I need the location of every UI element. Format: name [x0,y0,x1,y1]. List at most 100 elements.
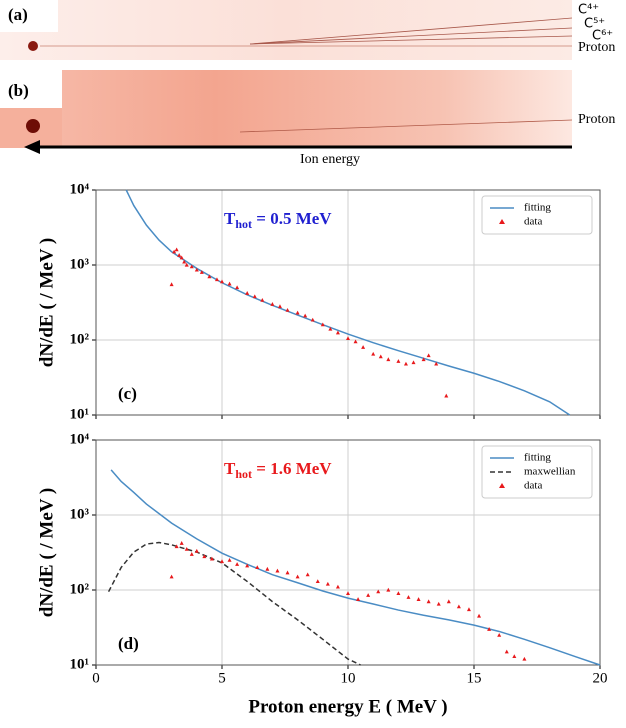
data-point [270,302,275,306]
panel-label: (a) [8,5,28,24]
data-point [396,359,401,363]
data-point [169,282,174,287]
legend-label: data [524,480,542,492]
data-point [335,330,340,335]
legend-box [481,195,593,235]
y-axis-label: dN/dE ( / MeV ) [36,488,57,617]
data-point [252,294,257,299]
x-axis-label: Proton energy E ( MeV ) [248,696,447,717]
data-point [179,541,184,545]
data-point [179,255,184,260]
data-point [376,589,381,594]
y-tick-label: 10⁴ [70,181,90,197]
data-point [403,361,408,366]
data-point [305,572,310,577]
data-point [169,574,174,579]
data-point [411,360,416,365]
data-point [194,267,199,272]
plot-frame [95,439,601,666]
data-point [260,297,265,302]
data-point [466,607,471,612]
data-point [189,264,194,269]
data-point [386,357,391,362]
legend-label: fitting [524,202,551,214]
data-point [277,304,282,309]
data-point [182,259,187,264]
trace [249,17,573,45]
data-point [320,322,325,327]
proton-label: Proton [578,40,615,55]
data-point [504,649,509,654]
spot [26,119,40,133]
data-point [421,357,426,362]
y-tick-label: 10³ [70,256,90,272]
data-point [366,593,371,597]
data-point [426,353,431,358]
data-point [487,627,492,631]
data-point [512,654,517,659]
legend-label: maxwellian [524,466,576,478]
y-tick-label: 10³ [70,506,90,522]
ion-label: C⁴⁺ [578,3,599,18]
data-point [295,574,300,579]
data-point [477,613,482,618]
data-point [310,317,315,322]
data-point [199,270,204,274]
y-tick-label: 10² [70,331,90,347]
data-point [174,247,179,252]
data-point [456,604,461,609]
data-point [220,559,224,564]
spot [28,41,38,51]
proton-label: Proton [578,112,615,127]
data-point [335,584,340,589]
data-point [235,562,240,566]
arrow-label: Ion energy [300,152,360,167]
data-point [325,581,330,586]
data-point [207,274,212,279]
x-tick-label: 10 [341,670,356,686]
data-point [444,393,449,398]
data-point [220,279,224,284]
x-tick-label: 20 [593,670,608,686]
data-point [361,345,366,349]
x-tick-label: 15 [467,670,482,686]
data-point [184,262,189,267]
ion-label: C⁶⁺ [592,29,613,44]
data-point [416,597,421,601]
data-point [436,601,441,606]
legend-box [481,445,593,499]
legend-marker [499,483,505,488]
x-tick-label: 5 [218,670,226,686]
plot-frame [95,189,601,416]
data-point [265,566,270,571]
image-a [0,0,572,60]
data-point [285,307,290,312]
x-tick-label: 0 [92,670,100,686]
data-point [446,599,451,604]
image-b [62,70,572,148]
data-point [295,310,300,315]
data-point [406,595,411,599]
data-point [255,565,260,570]
panel-label: (d) [118,634,139,653]
data-point [371,351,376,356]
panel-label: (b) [8,81,29,100]
data-point [328,326,333,331]
data-point [245,291,250,295]
data-point [346,591,350,596]
data-point [275,568,280,573]
annotation-text: T [224,459,236,478]
data-point [285,570,290,575]
trace [249,27,573,45]
data-point [353,339,358,344]
legend-label: fitting [524,452,551,464]
data-point [189,552,194,556]
trace [249,35,573,45]
y-tick-label: 10² [70,581,90,597]
data-point [202,554,207,559]
data-point [235,285,240,290]
data-point [227,557,232,562]
arrow-head [24,140,40,154]
trace [239,119,573,133]
